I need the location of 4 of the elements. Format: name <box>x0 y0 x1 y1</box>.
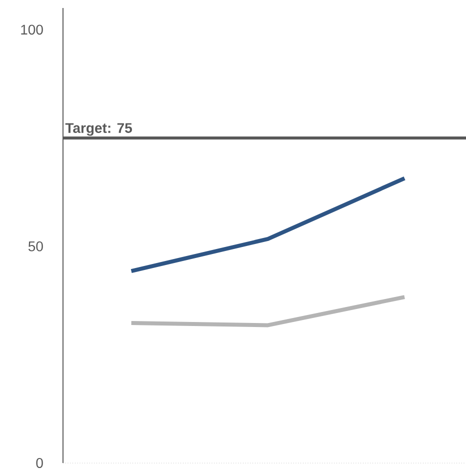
ref-line-label: Target: 75 <box>65 123 132 136</box>
y-tick-label: 0 <box>36 458 43 468</box>
y-tick-label: 100 <box>21 24 43 35</box>
y-tick-label: 50 <box>28 241 43 252</box>
